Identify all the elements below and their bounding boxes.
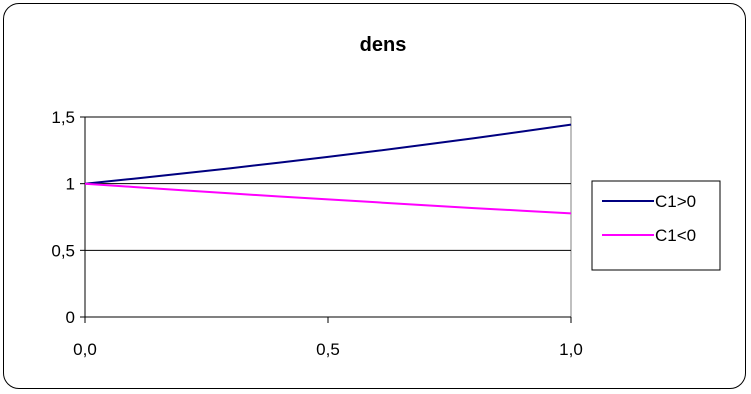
legend-box [591, 180, 721, 271]
plot-area [84, 116, 572, 318]
y-tick-label: 1,5 [51, 108, 75, 127]
chart-title: dens [360, 34, 407, 56]
series-line-2 [84, 182, 572, 215]
y-tick-label: 0 [66, 308, 75, 327]
x-tick-label: 1,0 [559, 340, 583, 359]
legend-label: C1<0 [655, 226, 696, 245]
legend-label: C1>0 [655, 192, 696, 211]
y-tick-label: 1 [66, 175, 75, 194]
x-tick-label: 0,0 [73, 340, 97, 359]
y-tick-label: 0,5 [51, 241, 75, 260]
x-tick-label: 0,5 [316, 340, 340, 359]
series-line-1 [84, 123, 572, 185]
